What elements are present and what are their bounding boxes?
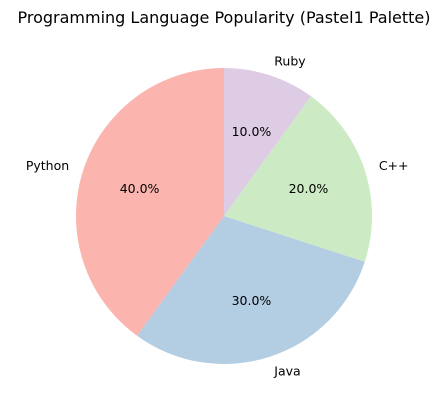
slice-label-ruby: Ruby <box>274 54 306 69</box>
slice-label-python: Python <box>26 158 69 173</box>
slice-percent-label-ruby: 10.0% <box>232 124 272 139</box>
slice-label-cplusplus: C++ <box>379 158 409 173</box>
slice-percent-label-python: 40.0% <box>120 181 160 196</box>
pie-slice-java <box>137 216 365 365</box>
slice-percent-label-java: 30.0% <box>232 293 272 308</box>
pie-labels: Python 40.0% Java 30.0% C++ 20.0% Ruby 10.0% <box>26 54 409 379</box>
pie-slice-cplusplus <box>224 96 372 262</box>
slice-percent-label-cplusplus: 20.0% <box>289 181 329 196</box>
pie-slice-ruby <box>224 68 311 216</box>
chart-title: Programming Language Popularity (Pastel1… <box>17 8 430 27</box>
slice-label-java: Java <box>273 363 300 378</box>
pie-slices <box>75 68 372 365</box>
pie-slice-python <box>75 68 224 336</box>
